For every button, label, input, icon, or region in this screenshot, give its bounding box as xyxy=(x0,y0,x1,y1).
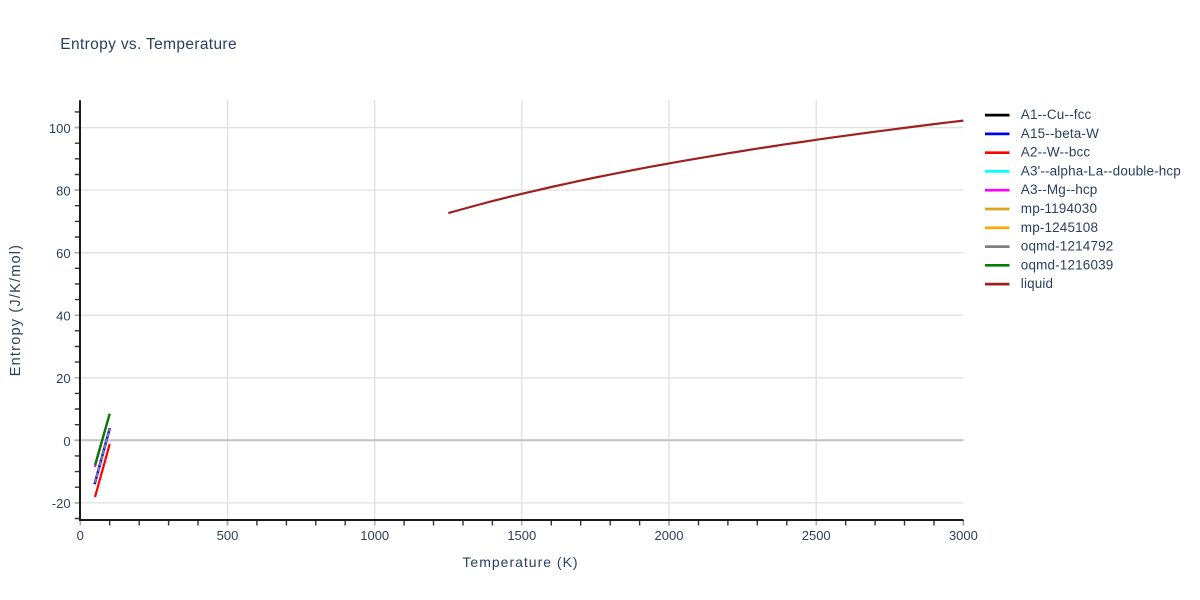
svg-text:60: 60 xyxy=(56,246,70,261)
svg-text:0: 0 xyxy=(63,434,70,449)
svg-text:40: 40 xyxy=(56,309,70,324)
svg-text:A1--Cu--fcc: A1--Cu--fcc xyxy=(1021,107,1092,122)
svg-text:liquid: liquid xyxy=(1021,276,1053,291)
svg-text:mp-1194030: mp-1194030 xyxy=(1021,201,1097,216)
svg-text:0: 0 xyxy=(77,528,84,543)
svg-text:Entropy vs. Temperature: Entropy vs. Temperature xyxy=(60,36,237,53)
svg-text:1000: 1000 xyxy=(360,528,389,543)
svg-text:80: 80 xyxy=(56,184,70,199)
svg-text:3000: 3000 xyxy=(949,528,978,543)
svg-text:oqmd-1216039: oqmd-1216039 xyxy=(1021,257,1114,272)
svg-text:A3--Mg--hcp: A3--Mg--hcp xyxy=(1021,182,1098,197)
svg-text:A15--beta-W: A15--beta-W xyxy=(1021,126,1099,141)
svg-text:oqmd-1214792: oqmd-1214792 xyxy=(1021,239,1114,254)
svg-text:-20: -20 xyxy=(52,496,71,511)
svg-text:A2--W--bcc: A2--W--bcc xyxy=(1021,145,1091,160)
svg-text:2500: 2500 xyxy=(802,528,831,543)
svg-text:Entropy (J/K/mol): Entropy (J/K/mol) xyxy=(8,244,24,376)
svg-text:2000: 2000 xyxy=(655,528,684,543)
svg-text:A3'--alpha-La--double-hcp: A3'--alpha-La--double-hcp xyxy=(1021,163,1181,178)
svg-text:Temperature (K): Temperature (K) xyxy=(462,554,578,570)
svg-text:100: 100 xyxy=(49,121,71,136)
svg-text:20: 20 xyxy=(56,371,70,386)
svg-text:1500: 1500 xyxy=(507,528,536,543)
svg-text:mp-1245108: mp-1245108 xyxy=(1021,220,1098,235)
svg-text:500: 500 xyxy=(217,528,239,543)
